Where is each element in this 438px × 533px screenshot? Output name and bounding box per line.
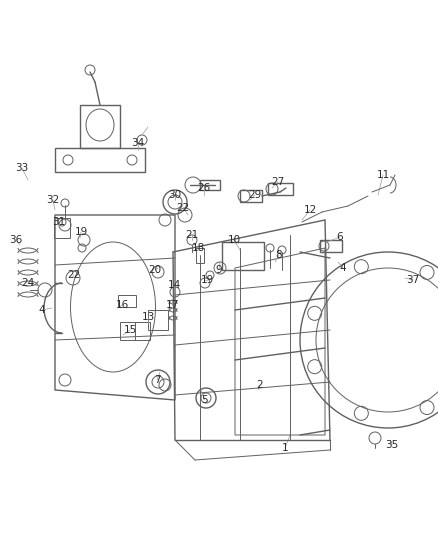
- Text: 6: 6: [337, 232, 343, 242]
- Text: 24: 24: [21, 278, 35, 288]
- Text: 36: 36: [9, 235, 23, 245]
- Text: 17: 17: [166, 300, 179, 310]
- Text: 32: 32: [46, 195, 60, 205]
- Text: 18: 18: [191, 243, 205, 253]
- Text: 11: 11: [376, 170, 390, 180]
- Text: 27: 27: [272, 177, 285, 187]
- Text: 34: 34: [131, 138, 145, 148]
- Bar: [240, 190, 262, 202]
- Text: 12: 12: [304, 205, 317, 215]
- Text: 7: 7: [154, 375, 160, 385]
- Text: 16: 16: [115, 300, 129, 310]
- Text: 5: 5: [201, 395, 208, 405]
- Text: 33: 33: [15, 163, 28, 173]
- Bar: [268, 183, 293, 195]
- Text: 1: 1: [282, 443, 288, 453]
- Text: 22: 22: [177, 203, 190, 213]
- Text: 21: 21: [185, 230, 198, 240]
- Text: 20: 20: [148, 265, 162, 275]
- Text: 22: 22: [67, 270, 81, 280]
- Text: 31: 31: [53, 217, 66, 227]
- Text: 15: 15: [124, 325, 137, 335]
- Text: 9: 9: [215, 265, 223, 275]
- Text: 35: 35: [385, 440, 399, 450]
- Text: 14: 14: [167, 280, 180, 290]
- Text: 19: 19: [74, 227, 88, 237]
- Text: 4: 4: [340, 263, 346, 273]
- Text: 10: 10: [227, 235, 240, 245]
- Text: 37: 37: [406, 275, 420, 285]
- Bar: [320, 240, 342, 252]
- Text: 4: 4: [39, 305, 45, 315]
- Text: 8: 8: [276, 250, 283, 260]
- Text: 19: 19: [200, 275, 214, 285]
- Text: 26: 26: [198, 183, 211, 193]
- Bar: [200, 180, 220, 190]
- Text: 29: 29: [248, 190, 261, 200]
- Text: 30: 30: [169, 190, 182, 200]
- Bar: [196, 248, 204, 263]
- Bar: [118, 295, 136, 307]
- Text: 2: 2: [257, 380, 263, 390]
- Bar: [222, 242, 264, 270]
- Text: 13: 13: [141, 312, 155, 322]
